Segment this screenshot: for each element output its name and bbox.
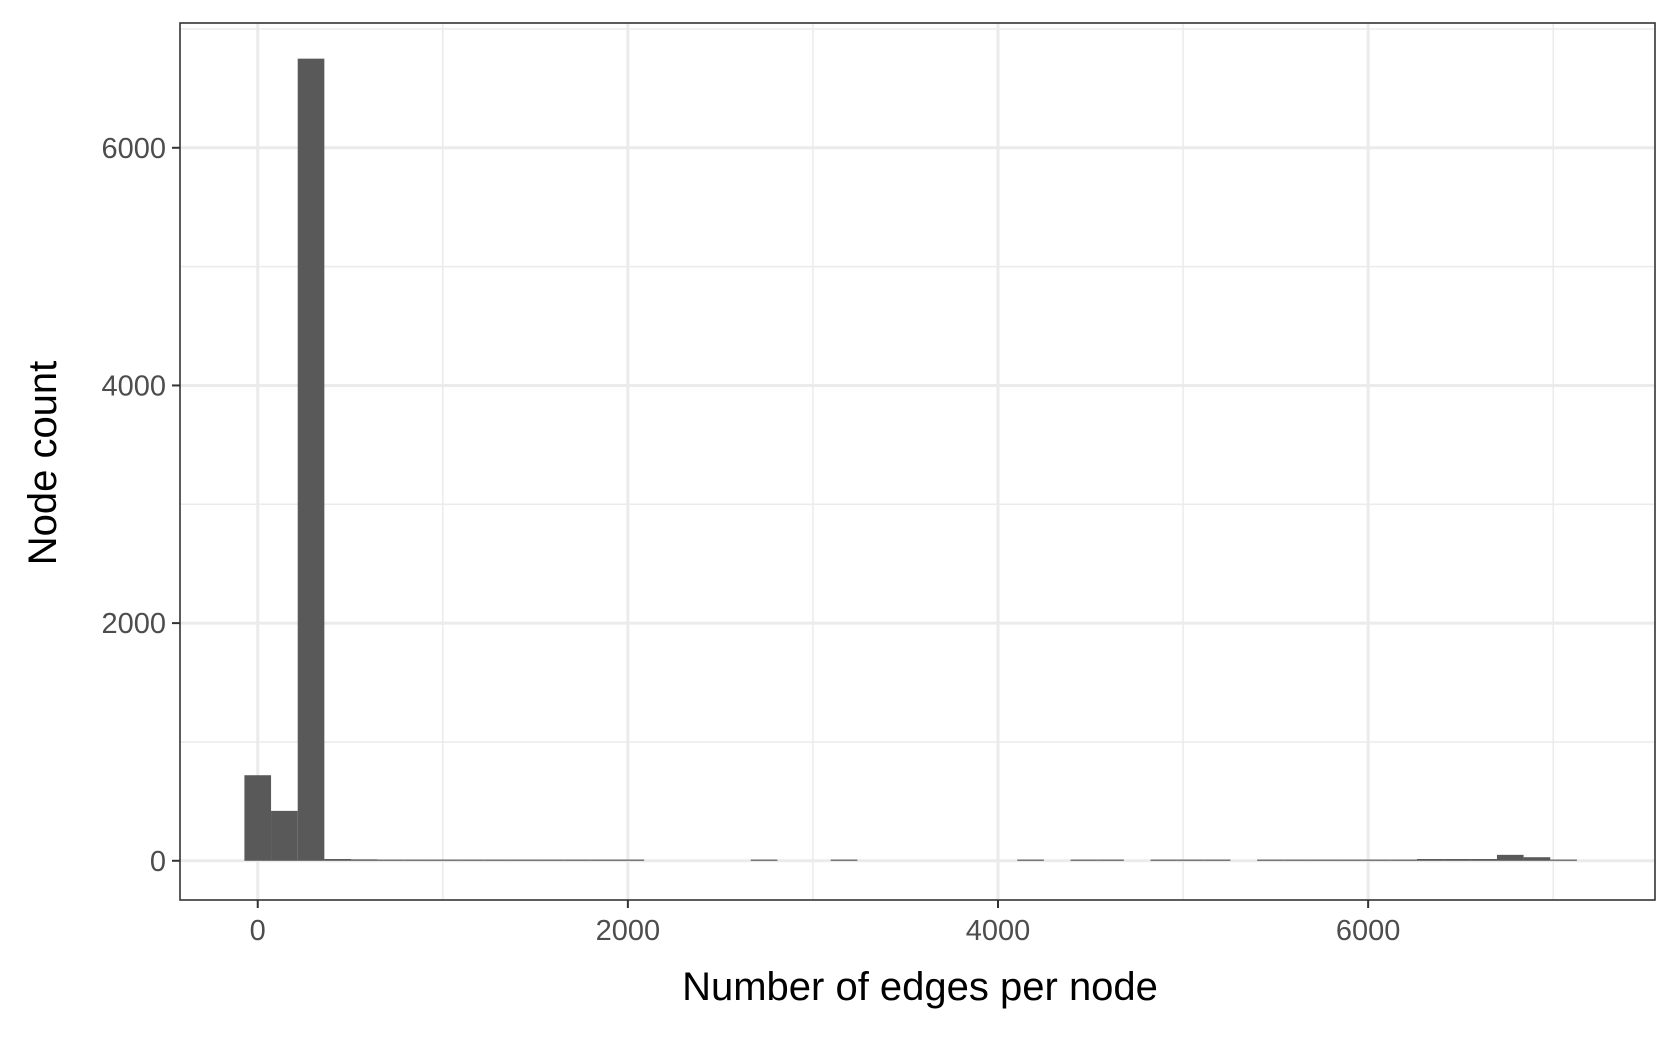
histogram-bar [1310,859,1338,861]
y-tick-label: 6000 [101,133,166,165]
histogram-bar [1017,859,1044,861]
histogram-bar [1470,859,1497,861]
histogram-bar [1097,859,1124,861]
histogram-bar [1257,859,1284,861]
histogram-bar [1283,859,1311,861]
x-axis-title: Number of edges per node [682,965,1158,1009]
histogram-bar [404,859,431,861]
histogram-bar [324,859,352,861]
histogram-bar [1070,859,1098,861]
histogram-bar [590,859,618,861]
histogram-bar [377,859,405,861]
histogram-bar [1523,857,1551,861]
histogram-bar [271,810,298,861]
histogram-bars [244,58,1577,861]
histogram-bar [830,859,858,861]
minor-gridlines [180,23,1655,900]
histogram-bar [297,58,325,861]
histogram-bar [510,859,538,861]
histogram-bar [1417,859,1444,861]
x-tick-label: 4000 [966,915,1031,947]
histogram-bar [537,859,565,861]
histogram-bar [1496,854,1524,861]
histogram-bar [564,859,591,861]
y-tick-label: 4000 [101,370,166,402]
histogram-bar [1150,859,1178,861]
x-tick-label: 2000 [596,915,661,947]
histogram-bar [351,859,378,861]
histogram-bar [457,859,485,861]
histogram-bar [244,775,272,861]
histogram-bar [484,859,511,861]
histogram-bar [1363,859,1391,861]
histogram-bar [750,859,778,861]
histogram-bar [1550,859,1577,861]
y-tick-label: 0 [150,846,166,878]
y-tick-label: 2000 [101,608,166,640]
histogram-bar [1177,859,1204,861]
histogram-bar [430,859,458,861]
histogram-bar [1203,859,1231,861]
y-axis-title: Node count [21,361,65,566]
histogram-bar [1390,859,1418,861]
y-axis-ticks: 0 2000 4000 6000 [101,133,180,878]
x-axis-ticks: 0 2000 4000 6000 [250,900,1401,947]
x-tick-label: 6000 [1336,915,1401,947]
panel-border [179,22,1656,901]
histogram-bar [617,859,645,861]
histogram-bar [1337,859,1364,861]
major-gridlines [180,23,1655,900]
x-tick-label: 0 [250,915,266,947]
histogram-bar [1443,859,1471,861]
